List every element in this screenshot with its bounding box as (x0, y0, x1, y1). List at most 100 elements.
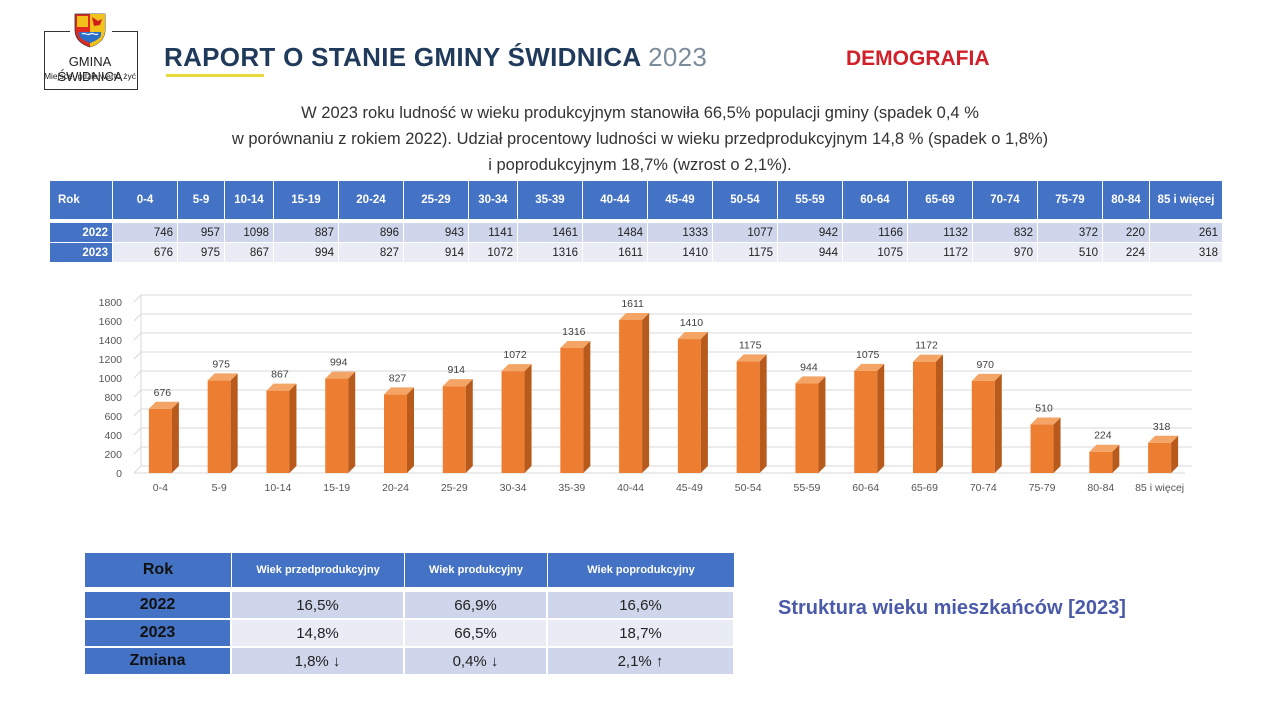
bar-top (384, 387, 414, 395)
age-header-cell: 60-64 (843, 181, 908, 219)
bar-top (736, 354, 767, 362)
gridline-depth (133, 294, 142, 303)
table-cell: 994 (274, 242, 339, 262)
age-structure-table: Rok Wiek przedprodukcyjny Wiek produkcyj… (85, 553, 735, 674)
table-cell: 957 (178, 222, 225, 242)
table-cell: 510 (1038, 242, 1103, 262)
y-tick-label: 600 (104, 411, 122, 423)
bar-side (700, 332, 708, 473)
table-cell: 867 (225, 242, 274, 262)
y-tick-label: 1600 (99, 316, 123, 328)
table-row: 2022 16,5% 66,9% 16,6% (85, 590, 735, 618)
bar (560, 347, 584, 473)
data-label: 224 (1094, 430, 1112, 442)
table-row: Zmiana 1,8% ↓ 0,4% ↓ 2,1% ↑ (85, 646, 735, 674)
gridline-depth (133, 313, 142, 322)
data-label: 827 (389, 372, 407, 384)
bar (266, 390, 290, 473)
data-label: 970 (977, 359, 995, 371)
data-label: 318 (1153, 421, 1171, 433)
x-tick-label: 0-4 (153, 482, 168, 494)
bar-side (936, 354, 943, 473)
y-tick-label: 400 (104, 430, 122, 442)
bar-side (348, 371, 356, 473)
age-header-cell: Rok (50, 181, 113, 219)
data-label: 1172 (915, 340, 938, 352)
bar-side (289, 383, 297, 473)
table-cell: 2,1% ↑ (548, 646, 735, 674)
age-header-cell: 65-69 (908, 181, 973, 219)
x-tick-label: 60-64 (852, 482, 879, 494)
data-label: 1316 (562, 326, 586, 338)
bar (325, 378, 349, 473)
bar (1030, 424, 1054, 473)
bar-top (442, 379, 473, 387)
gridline-depth (133, 446, 142, 455)
bar (736, 361, 760, 473)
age-header-cell: 45-49 (648, 181, 713, 219)
structure-header-cell: Wiek poprodukcyjny (548, 553, 735, 587)
table-cell: 1166 (843, 222, 908, 242)
report-title-year: 2023 (648, 42, 708, 72)
table-cell: 1461 (518, 222, 583, 242)
table-cell: 261 (1150, 222, 1223, 242)
data-label: 944 (800, 361, 818, 373)
table-row: 2023 14,8% 66,5% 18,7% (85, 618, 735, 646)
data-label: 1075 (856, 349, 880, 361)
y-tick-label: 1800 (99, 297, 123, 309)
coat-of-arms-icon (74, 13, 106, 48)
title-underline (166, 74, 264, 77)
table-cell: 18,7% (548, 618, 735, 646)
table-cell: 1611 (583, 242, 648, 262)
bar (913, 361, 936, 473)
y-tick-label: 800 (104, 392, 122, 404)
bar (148, 408, 172, 473)
y-tick-label: 1000 (99, 373, 123, 385)
table-cell: 827 (339, 242, 404, 262)
bar-side (230, 373, 238, 473)
bar-top (266, 383, 297, 391)
bar-top (148, 401, 179, 409)
bar-top (207, 373, 238, 381)
table-cell: 1098 (225, 222, 274, 242)
table-cell: 1333 (648, 222, 713, 242)
table-cell: 975 (178, 242, 225, 262)
age-header-cell: 35-39 (518, 181, 583, 219)
bar-side (759, 354, 767, 473)
row-label: 2022 (85, 590, 232, 618)
table-cell: 1484 (583, 222, 648, 242)
x-tick-label: 15-19 (323, 482, 350, 494)
bar-top (971, 373, 1002, 381)
age-header-cell: 75-79 (1038, 181, 1103, 219)
x-tick-label: 50-54 (735, 482, 762, 494)
age-header-cell: 80-84 (1103, 181, 1150, 219)
bar-side (171, 401, 179, 473)
x-tick-label: 85 i więcej (1135, 482, 1184, 494)
y-tick-label: 1400 (99, 335, 123, 347)
structure-table-spacer (85, 587, 735, 590)
data-label: 914 (448, 364, 466, 376)
table-cell: 1410 (648, 242, 713, 262)
table-cell: 14,8% (232, 618, 405, 646)
age-header-cell: 70-74 (973, 181, 1038, 219)
bar-side (1171, 435, 1179, 473)
bar (207, 380, 231, 473)
table-cell: 1077 (713, 222, 778, 242)
bar-top (619, 312, 650, 320)
report-title-main: RAPORT O STANIE GMINY ŚWIDNICA (164, 42, 641, 72)
bar-top (560, 340, 591, 348)
table-cell: 1,8% ↓ (232, 646, 405, 674)
x-tick-label: 65-69 (911, 482, 938, 494)
y-tick-label: 1200 (99, 354, 123, 366)
x-tick-label: 55-59 (794, 482, 821, 494)
table-row: 2022 746 957 1098 887 896 943 1141 1461 … (50, 222, 1223, 242)
table-cell: 1072 (469, 242, 518, 262)
data-label: 510 (1035, 403, 1053, 415)
gridline-depth (133, 465, 142, 474)
y-tick-label: 0 (116, 468, 122, 480)
bar (795, 383, 819, 473)
table-cell: 1075 (843, 242, 908, 262)
age-table-spacer (50, 219, 1223, 222)
bar (1089, 451, 1113, 473)
bar-top (913, 354, 943, 362)
